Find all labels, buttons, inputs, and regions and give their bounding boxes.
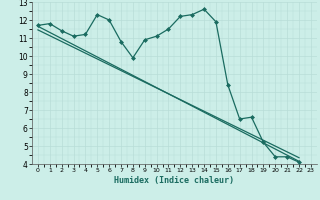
X-axis label: Humidex (Indice chaleur): Humidex (Indice chaleur) [115,176,234,185]
